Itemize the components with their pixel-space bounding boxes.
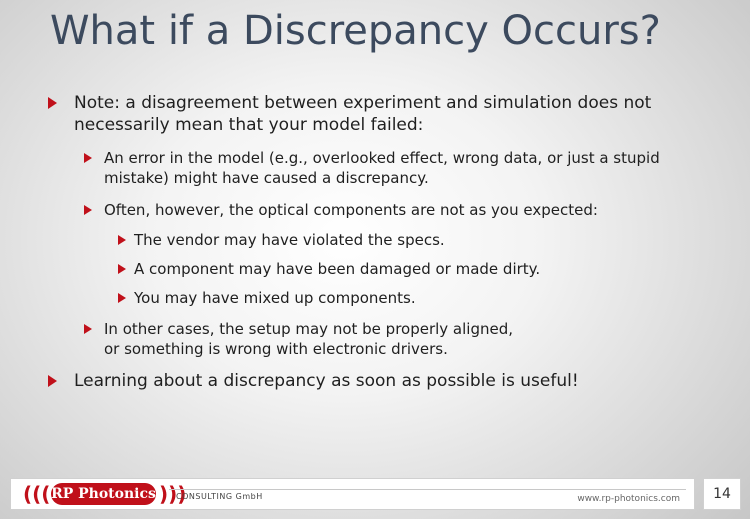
bullet-text: Note: a disagreement between experiment …: [74, 93, 652, 135]
consulting-label: CONSULTING GmbH: [176, 492, 263, 501]
footer-url: www.rp-photonics.com: [577, 494, 680, 504]
footer-divider: [169, 489, 686, 490]
bullet-level2: An error in the model (e.g., overlooked …: [84, 148, 684, 188]
logo-right-brackets: ))): [159, 482, 187, 506]
bullet-text: The vendor may have violated the specs.: [134, 231, 445, 249]
bullet-triangle-icon: [84, 205, 92, 215]
bullet-level3: The vendor may have violated the specs.: [118, 230, 678, 250]
bullet-level1: Note: a disagreement between experiment …: [48, 92, 698, 136]
bullet-text: A component may have been damaged or mad…: [134, 260, 541, 278]
bullet-text: Learning about a discrepancy as soon as …: [74, 371, 579, 391]
bullet-text: Often, however, the optical components a…: [104, 201, 598, 219]
bullet-level1: Learning about a discrepancy as soon as …: [48, 370, 698, 392]
bullet-triangle-icon: [118, 264, 126, 274]
bullet-triangle-icon: [48, 97, 57, 109]
bullet-text: In other cases, the setup may not be pro…: [104, 320, 514, 358]
bullet-triangle-icon: [118, 235, 126, 245]
bullet-triangle-icon: [84, 324, 92, 334]
bullet-level2: Often, however, the optical components a…: [84, 200, 704, 220]
bullet-triangle-icon: [118, 293, 126, 303]
bullet-level3: You may have mixed up components.: [118, 288, 678, 308]
bullet-level2: In other cases, the setup may not be pro…: [84, 319, 514, 359]
bullet-triangle-icon: [48, 375, 57, 387]
slide-title: What if a Discrepancy Occurs?: [50, 8, 661, 54]
footer-bar: ((( RP Photonics ))) CONSULTING GmbH www…: [10, 478, 695, 510]
logo-text: RP Photonics: [51, 483, 156, 505]
bullet-triangle-icon: [84, 153, 92, 163]
page-number: 14: [703, 478, 741, 510]
bullet-level3: A component may have been damaged or mad…: [118, 259, 678, 279]
bullet-text: An error in the model (e.g., overlooked …: [104, 149, 660, 187]
bullet-text: You may have mixed up components.: [134, 289, 416, 307]
logo-left-brackets: (((: [23, 482, 51, 506]
